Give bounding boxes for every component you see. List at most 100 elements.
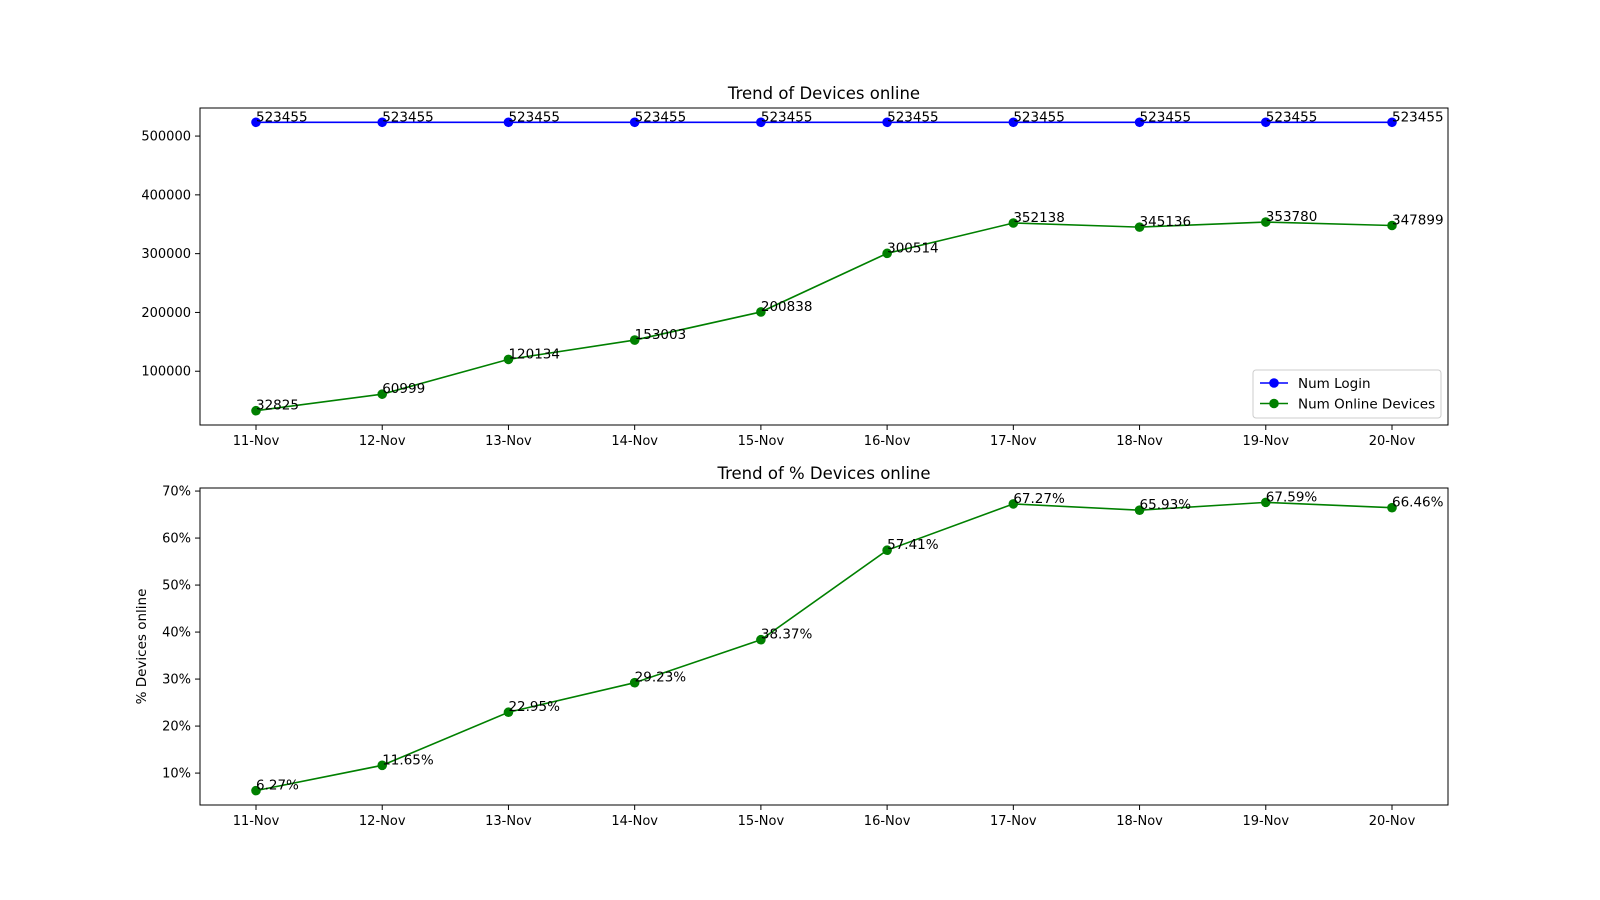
y-tick-label: 500000 xyxy=(141,130,191,145)
x-tick-label: 15-Nov xyxy=(738,814,785,829)
data-label: 57.41% xyxy=(887,537,939,553)
data-label: 22.95% xyxy=(508,699,560,715)
data-point xyxy=(1008,499,1019,509)
x-tick-label: 16-Nov xyxy=(864,434,911,449)
x-tick-label: 20-Nov xyxy=(1369,814,1416,829)
data-point xyxy=(882,117,892,128)
legend-frame xyxy=(1252,369,1442,419)
data-point xyxy=(1260,117,1271,128)
data-label: 67.27% xyxy=(1013,491,1065,507)
x-tick-label: 16-Nov xyxy=(864,814,911,829)
data-label: 120134 xyxy=(508,346,560,362)
x-tick-label: 17-Nov xyxy=(990,814,1037,829)
x-tick-label: 15-Nov xyxy=(738,434,785,449)
data-label: 523455 xyxy=(635,109,687,125)
x-tick-label: 11-Nov xyxy=(233,814,280,829)
data-point xyxy=(251,405,261,416)
legend-label: Num Login xyxy=(1298,376,1371,392)
data-point xyxy=(1387,220,1397,231)
data-point xyxy=(756,307,766,317)
chart-title: Trend of Devices online xyxy=(727,84,920,103)
series-line xyxy=(255,501,1393,792)
y-tick-label: 70% xyxy=(162,485,191,500)
x-tick-label: 14-Nov xyxy=(611,814,658,829)
data-label: 200838 xyxy=(761,299,813,315)
y-tick-label: 20% xyxy=(162,720,191,735)
data-label: 523455 xyxy=(761,109,813,125)
data-point xyxy=(882,248,892,259)
data-point xyxy=(629,335,640,345)
data-point xyxy=(1260,217,1271,227)
legend-entry: Num Online Devices xyxy=(1260,397,1435,413)
legend: Num Login Num Online Devices xyxy=(1252,369,1442,419)
data-label: 347899 xyxy=(1392,212,1444,228)
series-line xyxy=(255,221,1393,412)
data-point xyxy=(1134,505,1145,515)
data-label: 352138 xyxy=(1013,210,1065,226)
data-point xyxy=(756,117,766,128)
percent-devices-online-panel: Trend of % Devices online 11-Nov 12-Nov 13-… xyxy=(134,464,1449,829)
data-label: 153003 xyxy=(635,327,687,343)
x-tick-label: 13-Nov xyxy=(485,434,532,449)
data-label: 353780 xyxy=(1266,209,1318,225)
x-tick-label: 18-Nov xyxy=(1116,814,1163,829)
data-point xyxy=(1387,502,1397,513)
x-tick-label: 14-Nov xyxy=(611,434,658,449)
data-label: 345136 xyxy=(1140,214,1192,230)
x-tick-label: 12-Nov xyxy=(359,434,406,449)
y-tick-label: 10% xyxy=(162,767,191,782)
data-label: 67.59% xyxy=(1266,489,1318,505)
data-label: 523455 xyxy=(1140,109,1192,125)
y-tick-label: 60% xyxy=(162,532,191,547)
y-tick-label: 300000 xyxy=(141,247,191,262)
data-point xyxy=(251,117,261,128)
data-point xyxy=(377,760,388,771)
data-label: 60999 xyxy=(382,381,425,397)
data-point xyxy=(377,117,388,128)
series-1: 32825 60999 120134 153003 200838 300514 352138… xyxy=(251,209,1444,416)
data-label: 523455 xyxy=(508,109,560,125)
data-label: 523455 xyxy=(256,109,308,125)
data-label: 6.27% xyxy=(256,778,299,794)
data-point xyxy=(503,354,514,365)
data-point xyxy=(1008,117,1019,128)
data-point xyxy=(1134,222,1145,232)
y-tick-label: 40% xyxy=(162,626,191,641)
legend-label: Num Online Devices xyxy=(1298,397,1435,413)
y-tick-label: 30% xyxy=(162,673,191,688)
legend-swatch-marker xyxy=(1269,398,1279,409)
x-tick-label: 13-Nov xyxy=(485,814,532,829)
x-tick-label: 19-Nov xyxy=(1242,814,1289,829)
chart-title: Trend of % Devices online xyxy=(716,464,930,483)
data-point xyxy=(251,785,261,796)
data-point xyxy=(503,117,514,128)
data-point xyxy=(1260,497,1271,508)
data-point xyxy=(882,545,892,556)
y-tick-label: 400000 xyxy=(141,188,191,203)
legend-swatch-marker xyxy=(1269,378,1279,388)
x-tick-label: 17-Nov xyxy=(990,434,1037,449)
x-tick-label: 11-Nov xyxy=(233,434,280,449)
legend-entry: Num Login xyxy=(1260,376,1371,392)
data-point xyxy=(1134,117,1145,128)
x-tick-label: 18-Nov xyxy=(1116,434,1163,449)
data-point xyxy=(629,677,640,688)
data-point xyxy=(503,707,514,718)
data-label: 66.46% xyxy=(1392,495,1444,511)
axes-frame xyxy=(199,487,1449,806)
data-label: 11.65% xyxy=(382,752,434,768)
data-point xyxy=(629,117,640,128)
data-point xyxy=(1008,218,1019,228)
series-0: 6.27% 11.65% 22.95% 29.23% 38.37% 57.41% 67.27… xyxy=(251,489,1444,796)
data-label: 523455 xyxy=(1013,109,1065,125)
data-label: 523455 xyxy=(382,109,434,125)
data-label: 523455 xyxy=(1392,109,1444,125)
y-tick-label: 200000 xyxy=(141,306,191,321)
series-0: 523455 523455 523455 523455 523455 523455 5234… xyxy=(251,109,1444,128)
x-tick-label: 12-Nov xyxy=(359,814,406,829)
data-label: 523455 xyxy=(887,109,939,125)
data-label: 32825 xyxy=(256,398,299,414)
data-label: 29.23% xyxy=(635,670,687,686)
data-point xyxy=(756,634,766,645)
